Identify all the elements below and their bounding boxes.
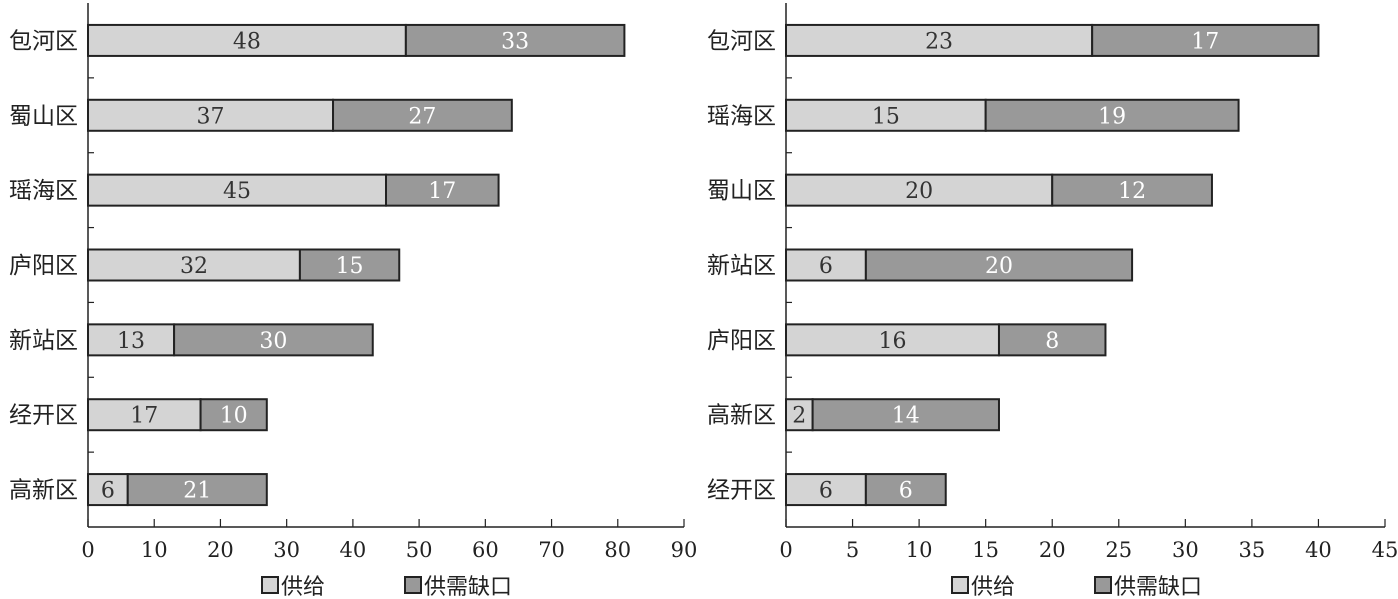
- bar-value-label: 19: [1098, 104, 1126, 129]
- bar-gap: [864, 473, 947, 507]
- bar-gap: [332, 98, 513, 132]
- bar-value-label: 30: [259, 329, 287, 354]
- bar-gap: [173, 323, 374, 357]
- bar-gap: [199, 398, 268, 432]
- x-tick-label: 30: [1172, 538, 1199, 562]
- y-category-label: 庐阳区: [9, 253, 78, 279]
- legend-swatch: [951, 576, 969, 594]
- bar-value-label: 13: [117, 329, 145, 354]
- x-tick-label: 0: [779, 538, 792, 562]
- bar-gap: [298, 248, 401, 282]
- bar-value-label: 14: [892, 404, 920, 429]
- bar-value-label: 32: [180, 254, 208, 279]
- bar-value-label: 15: [336, 254, 364, 279]
- y-category-label: 蜀山区: [707, 178, 776, 204]
- x-tick-label: 0: [81, 538, 94, 562]
- y-category-label: 经开区: [707, 478, 776, 504]
- x-tick-label: 60: [472, 538, 499, 562]
- legend-swatch: [261, 576, 279, 594]
- bar-value-label: 17: [428, 179, 456, 204]
- bar-value-label: 10: [220, 404, 248, 429]
- bar-value-label: 27: [408, 104, 436, 129]
- bar-value-label: 20: [905, 179, 933, 204]
- bar-value-label: 37: [197, 104, 225, 129]
- y-category-label: 瑶海区: [9, 178, 78, 204]
- bar-value-label: 15: [872, 104, 900, 129]
- legend-label: 供给: [971, 575, 1015, 599]
- x-tick-label: 50: [406, 538, 433, 562]
- y-category-label: 庐阳区: [707, 328, 776, 354]
- bar-value-label: 6: [899, 479, 913, 504]
- y-category-label: 新站区: [9, 328, 78, 354]
- chart-panel-1: 0 10 20 30 40 50 60 70 80 90 包河区 48 33 蜀山区 37 27 瑶海区 45 17…: [9, 3, 697, 599]
- x-tick-label: 70: [538, 538, 565, 562]
- bar-gap: [1091, 23, 1320, 57]
- bar-value-label: 21: [183, 479, 211, 504]
- legend-label: 供需缺口: [1114, 575, 1202, 599]
- x-tick-label: 10: [906, 538, 933, 562]
- bar-supply: [87, 473, 129, 507]
- bar-gap: [997, 323, 1107, 357]
- bar-value-label: 2: [792, 404, 806, 429]
- bar-value-label: 17: [1191, 29, 1219, 54]
- y-category-label: 高新区: [9, 478, 78, 504]
- y-category-label: 包河区: [9, 28, 78, 54]
- x-tick-label: 25: [1105, 538, 1132, 562]
- bar-value-label: 33: [501, 29, 529, 54]
- bar-gap: [385, 173, 500, 207]
- bar-value-label: 48: [233, 29, 261, 54]
- x-tick-label: 30: [273, 538, 300, 562]
- y-category-label: 高新区: [707, 403, 776, 429]
- legend-label: 供需缺口: [424, 575, 512, 599]
- y-category-label: 包河区: [707, 28, 776, 54]
- bar-value-label: 12: [1118, 179, 1146, 204]
- bar-supply: [785, 23, 1094, 57]
- bar-supply: [785, 248, 867, 282]
- bar-value-label: 20: [985, 254, 1013, 279]
- x-tick-label: 20: [1039, 538, 1066, 562]
- x-tick-label: 20: [207, 538, 234, 562]
- bar-supply: [785, 323, 1000, 357]
- chart-panel-2: 0 5 10 15 20 25 30 35 40 45 包河区 23 17 瑶海区 15 19 蜀山区 20 12 新…: [707, 3, 1398, 599]
- bar-gap: [811, 398, 1000, 432]
- bar-value-label: 45: [223, 179, 251, 204]
- legend-swatch: [1094, 576, 1112, 594]
- bar-value-label: 6: [819, 254, 833, 279]
- x-tick-label: 45: [1372, 538, 1398, 562]
- bar-value-label: 6: [819, 479, 833, 504]
- x-tick-label: 90: [671, 538, 698, 562]
- bar-value-label: 16: [878, 329, 906, 354]
- x-tick-label: 40: [1305, 538, 1332, 562]
- bar-gap: [984, 98, 1240, 132]
- bar-gap: [1051, 173, 1213, 207]
- y-category-label: 蜀山区: [9, 103, 78, 129]
- bar-value-label: 23: [925, 29, 953, 54]
- y-category-label: 瑶海区: [707, 103, 776, 129]
- y-category-label: 经开区: [9, 403, 78, 429]
- legend-label: 供给: [281, 575, 325, 599]
- y-category-label: 新站区: [707, 253, 776, 279]
- x-tick-label: 5: [846, 538, 859, 562]
- bar-supply: [785, 173, 1054, 207]
- bar-gap: [864, 248, 1134, 282]
- bar-value-label: 8: [1045, 329, 1059, 354]
- x-tick-label: 35: [1239, 538, 1266, 562]
- legend-swatch: [404, 576, 422, 594]
- x-tick-label: 10: [141, 538, 168, 562]
- x-tick-label: 80: [604, 538, 631, 562]
- bar-value-label: 17: [130, 404, 158, 429]
- bar-value-label: 6: [101, 479, 115, 504]
- x-tick-label: 40: [340, 538, 367, 562]
- bar-gap: [404, 23, 626, 57]
- bar-supply: [785, 473, 867, 507]
- x-tick-label: 15: [972, 538, 999, 562]
- bar-gap: [126, 473, 268, 507]
